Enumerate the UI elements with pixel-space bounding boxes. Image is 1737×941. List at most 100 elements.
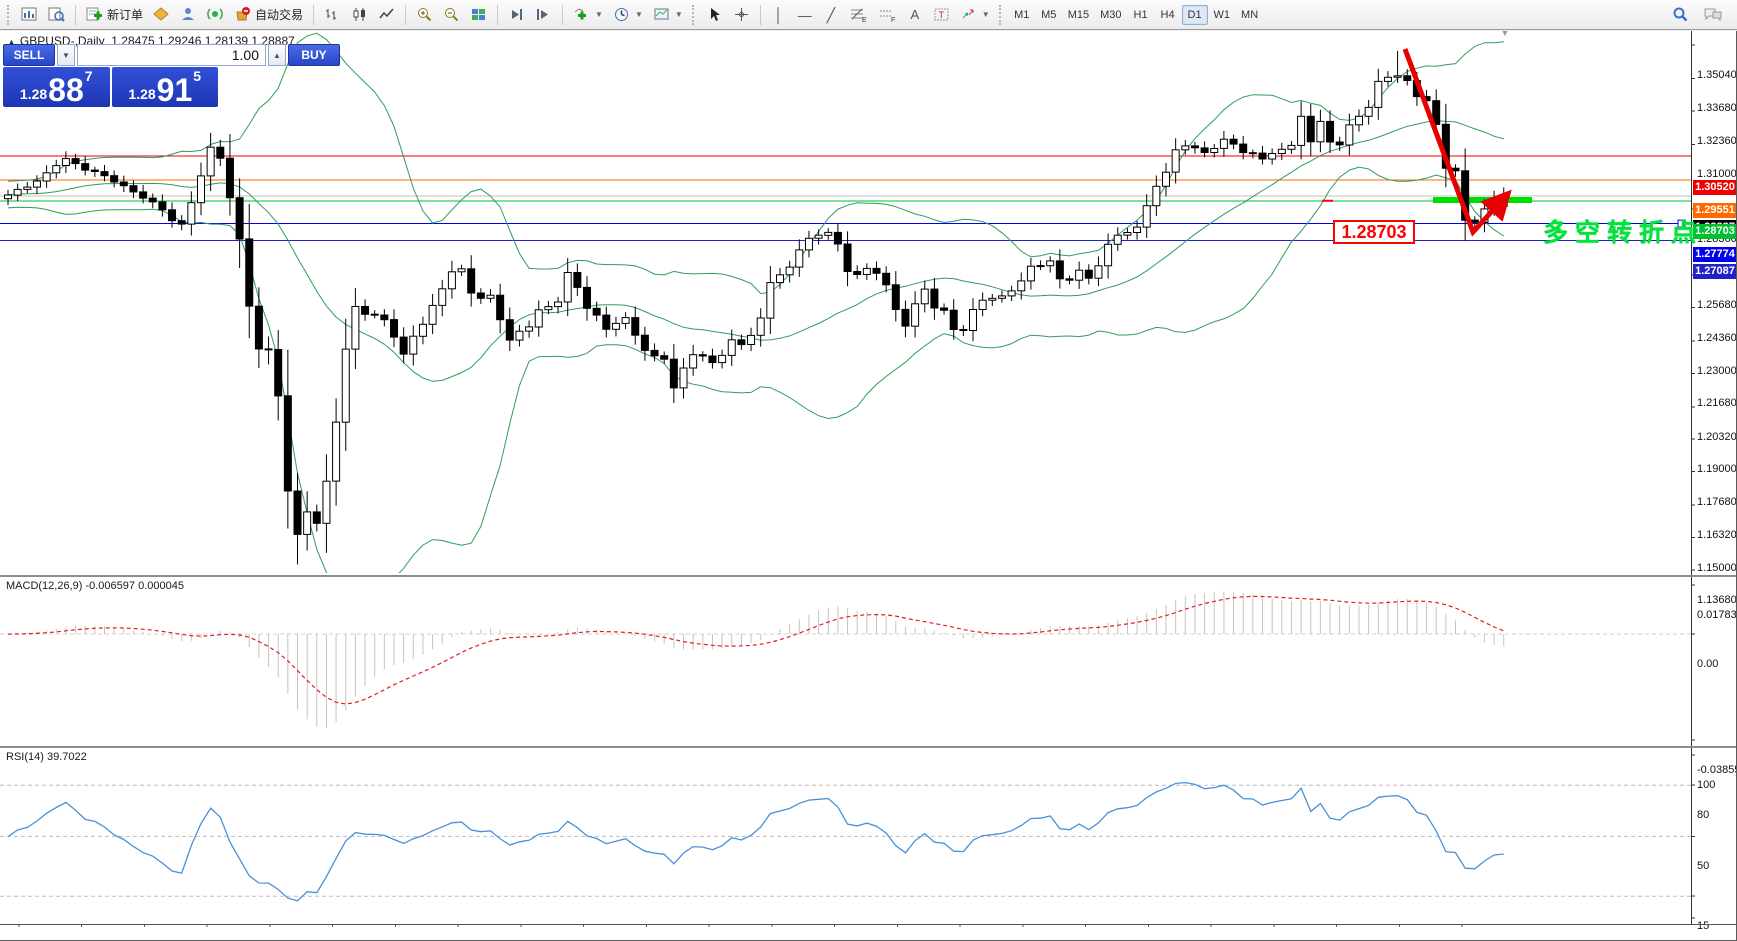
sell-price-big: 88 — [48, 72, 84, 108]
trendline-icon[interactable]: ╱ — [826, 6, 836, 23]
indicators-button[interactable]: ▼ — [569, 3, 607, 27]
volume-decrease-button[interactable]: ▼ — [57, 44, 75, 66]
timeframe-button-h1[interactable]: H1 — [1133, 8, 1148, 21]
chart-canvas[interactable] — [0, 31, 1737, 941]
profiles-icon[interactable] — [44, 3, 69, 27]
channel-icon[interactable]: F — [874, 3, 901, 27]
bollinger-middle-band — [7, 120, 1504, 382]
chevron-down-icon: ▼ — [981, 10, 990, 19]
tile-windows-icon[interactable] — [466, 3, 491, 27]
arrows-icon — [962, 9, 974, 19]
rsi-pane — [0, 781, 1691, 902]
price-axis-badge[interactable]: 1.29551 — [1693, 203, 1736, 219]
price-axis-badge[interactable]: 1.28703 — [1693, 224, 1736, 240]
toolbar-right-group — [1667, 3, 1733, 27]
chevron-down-icon: ▼ — [634, 10, 643, 19]
macd-axis-label: 0.00 — [1697, 658, 1719, 670]
toolbar-grip[interactable] — [7, 4, 12, 25]
price-tick-label: 1.17680 — [1697, 495, 1737, 508]
pane-separator[interactable] — [0, 746, 1736, 748]
bollinger-lower-band — [7, 166, 1505, 573]
macd-axis-label: -0.038559 — [1697, 763, 1736, 776]
shapes-button[interactable]: ▼ — [956, 3, 994, 27]
auto-scroll-icon[interactable] — [504, 3, 529, 27]
new-order-button[interactable]: 新订单 — [82, 3, 147, 27]
line-chart-icon[interactable] — [374, 3, 399, 27]
toolbar-separator — [562, 4, 564, 25]
fibonacci-icon[interactable]: E — [845, 3, 872, 27]
macd-indicator-label: MACD(12,26,9) -0.006597 0.000045 — [6, 580, 184, 592]
turning-point-annotation[interactable]: 多空转折点 — [1543, 219, 1704, 247]
price-axis-badge[interactable]: 1.27087 — [1693, 263, 1736, 279]
timeframe-button-m1[interactable]: M1 — [1014, 8, 1030, 21]
price-tick-label: 1.15000 — [1697, 561, 1737, 574]
toolbar-separator — [313, 4, 315, 25]
timeframe-button-w1[interactable]: W1 — [1213, 8, 1231, 21]
new-order-label: 新订单 — [107, 8, 144, 22]
templates-button[interactable]: ▼ — [649, 3, 687, 27]
timeframe-button-m30[interactable]: M30 — [1100, 8, 1122, 21]
volume-input[interactable] — [77, 44, 266, 66]
bollinger-upper-band — [7, 32, 1504, 295]
vertical-line-icon[interactable]: │ — [774, 6, 784, 23]
zoom-out-icon[interactable] — [439, 3, 464, 27]
timeframe-button-d1[interactable]: D1 — [1181, 4, 1208, 25]
periods-button[interactable]: ▼ — [609, 3, 647, 27]
zoom-in-icon[interactable] — [412, 3, 437, 27]
chart-shift-icon[interactable] — [531, 3, 556, 27]
community-icon[interactable] — [176, 3, 201, 27]
svg-text:E: E — [862, 17, 867, 23]
turning-point-highlight-bar[interactable] — [1433, 197, 1532, 203]
rsi-axis-label: 15 — [1697, 920, 1710, 933]
price-tick-label: 1.16320 — [1697, 529, 1737, 542]
timeframe-button-h4[interactable]: H4 — [1160, 8, 1175, 21]
timeframe-button-m5[interactable]: M5 — [1041, 8, 1057, 21]
price-axis-badge[interactable]: 1.30520 — [1693, 179, 1736, 195]
price-axis-badge[interactable]: 1.27774 — [1693, 247, 1736, 263]
text-icon[interactable]: A — [910, 7, 920, 22]
chart-shift-marker[interactable]: ▼ — [1500, 31, 1510, 39]
toolbar-separator — [759, 4, 761, 25]
autotrading-button[interactable]: 自动交易 — [230, 3, 307, 27]
rsi-axis-label: 80 — [1697, 809, 1710, 822]
bar-chart-icon[interactable] — [320, 3, 345, 27]
search-icon[interactable] — [1667, 3, 1693, 27]
buy-button[interactable]: BUY — [288, 44, 340, 66]
candle-chart-icon[interactable] — [347, 3, 372, 27]
macd-signal-line — [7, 595, 1505, 705]
toolbar-grip[interactable] — [691, 4, 697, 25]
metaeditor-icon[interactable] — [149, 3, 174, 27]
horizontal-line-icon[interactable]: — — [797, 6, 812, 23]
one-click-trading-panel: SELL ▼ ▲ BUY 1.28 88 7 1.28 91 5 — [3, 44, 340, 107]
signals-icon[interactable] — [203, 3, 228, 27]
sell-button[interactable]: SELL — [3, 44, 55, 66]
chat-icon[interactable] — [1699, 3, 1727, 27]
new-chart-icon[interactable] — [17, 3, 42, 27]
trend-arrow[interactable] — [1402, 48, 1512, 237]
buy-price-display[interactable]: 1.28 91 5 — [111, 67, 218, 107]
macd-pane — [0, 591, 1691, 728]
price-tick-label: 1.13680 — [1697, 594, 1737, 606]
sell-price-display[interactable]: 1.28 88 7 — [3, 67, 110, 107]
volume-increase-button[interactable]: ▲ — [268, 44, 286, 66]
chevron-down-icon: ▼ — [595, 10, 603, 19]
timeframe-button-mn[interactable]: MN — [1241, 8, 1259, 21]
toolbar-grip[interactable] — [998, 4, 1004, 25]
crosshair-icon[interactable] — [729, 3, 754, 27]
collapse-arrow-icon[interactable]: ▲ — [7, 37, 16, 47]
template-icon — [654, 8, 669, 20]
sell-price-small: 1.28 — [19, 86, 48, 102]
clock-icon — [614, 8, 628, 21]
text-label-icon[interactable]: T — [929, 3, 954, 27]
cursor-icon[interactable] — [702, 3, 727, 27]
main-toolbar: 新订单 自动交易 — [0, 0, 1737, 30]
timeframe-button-m15[interactable]: M15 — [1067, 8, 1090, 21]
price-callout-label[interactable]: 1.28703 — [1333, 220, 1415, 244]
chart-window: ▲ GBPUSD-,Daily 1.28475 1.29246 1.28139 1… — [0, 31, 1737, 941]
macd-axis-label: 0.017833 — [1697, 608, 1737, 621]
sell-price-sup: 7 — [84, 68, 93, 84]
candles-layer — [4, 50, 1508, 565]
pane-separator[interactable] — [0, 575, 1736, 577]
line-selection-handle[interactable] — [1677, 219, 1686, 228]
